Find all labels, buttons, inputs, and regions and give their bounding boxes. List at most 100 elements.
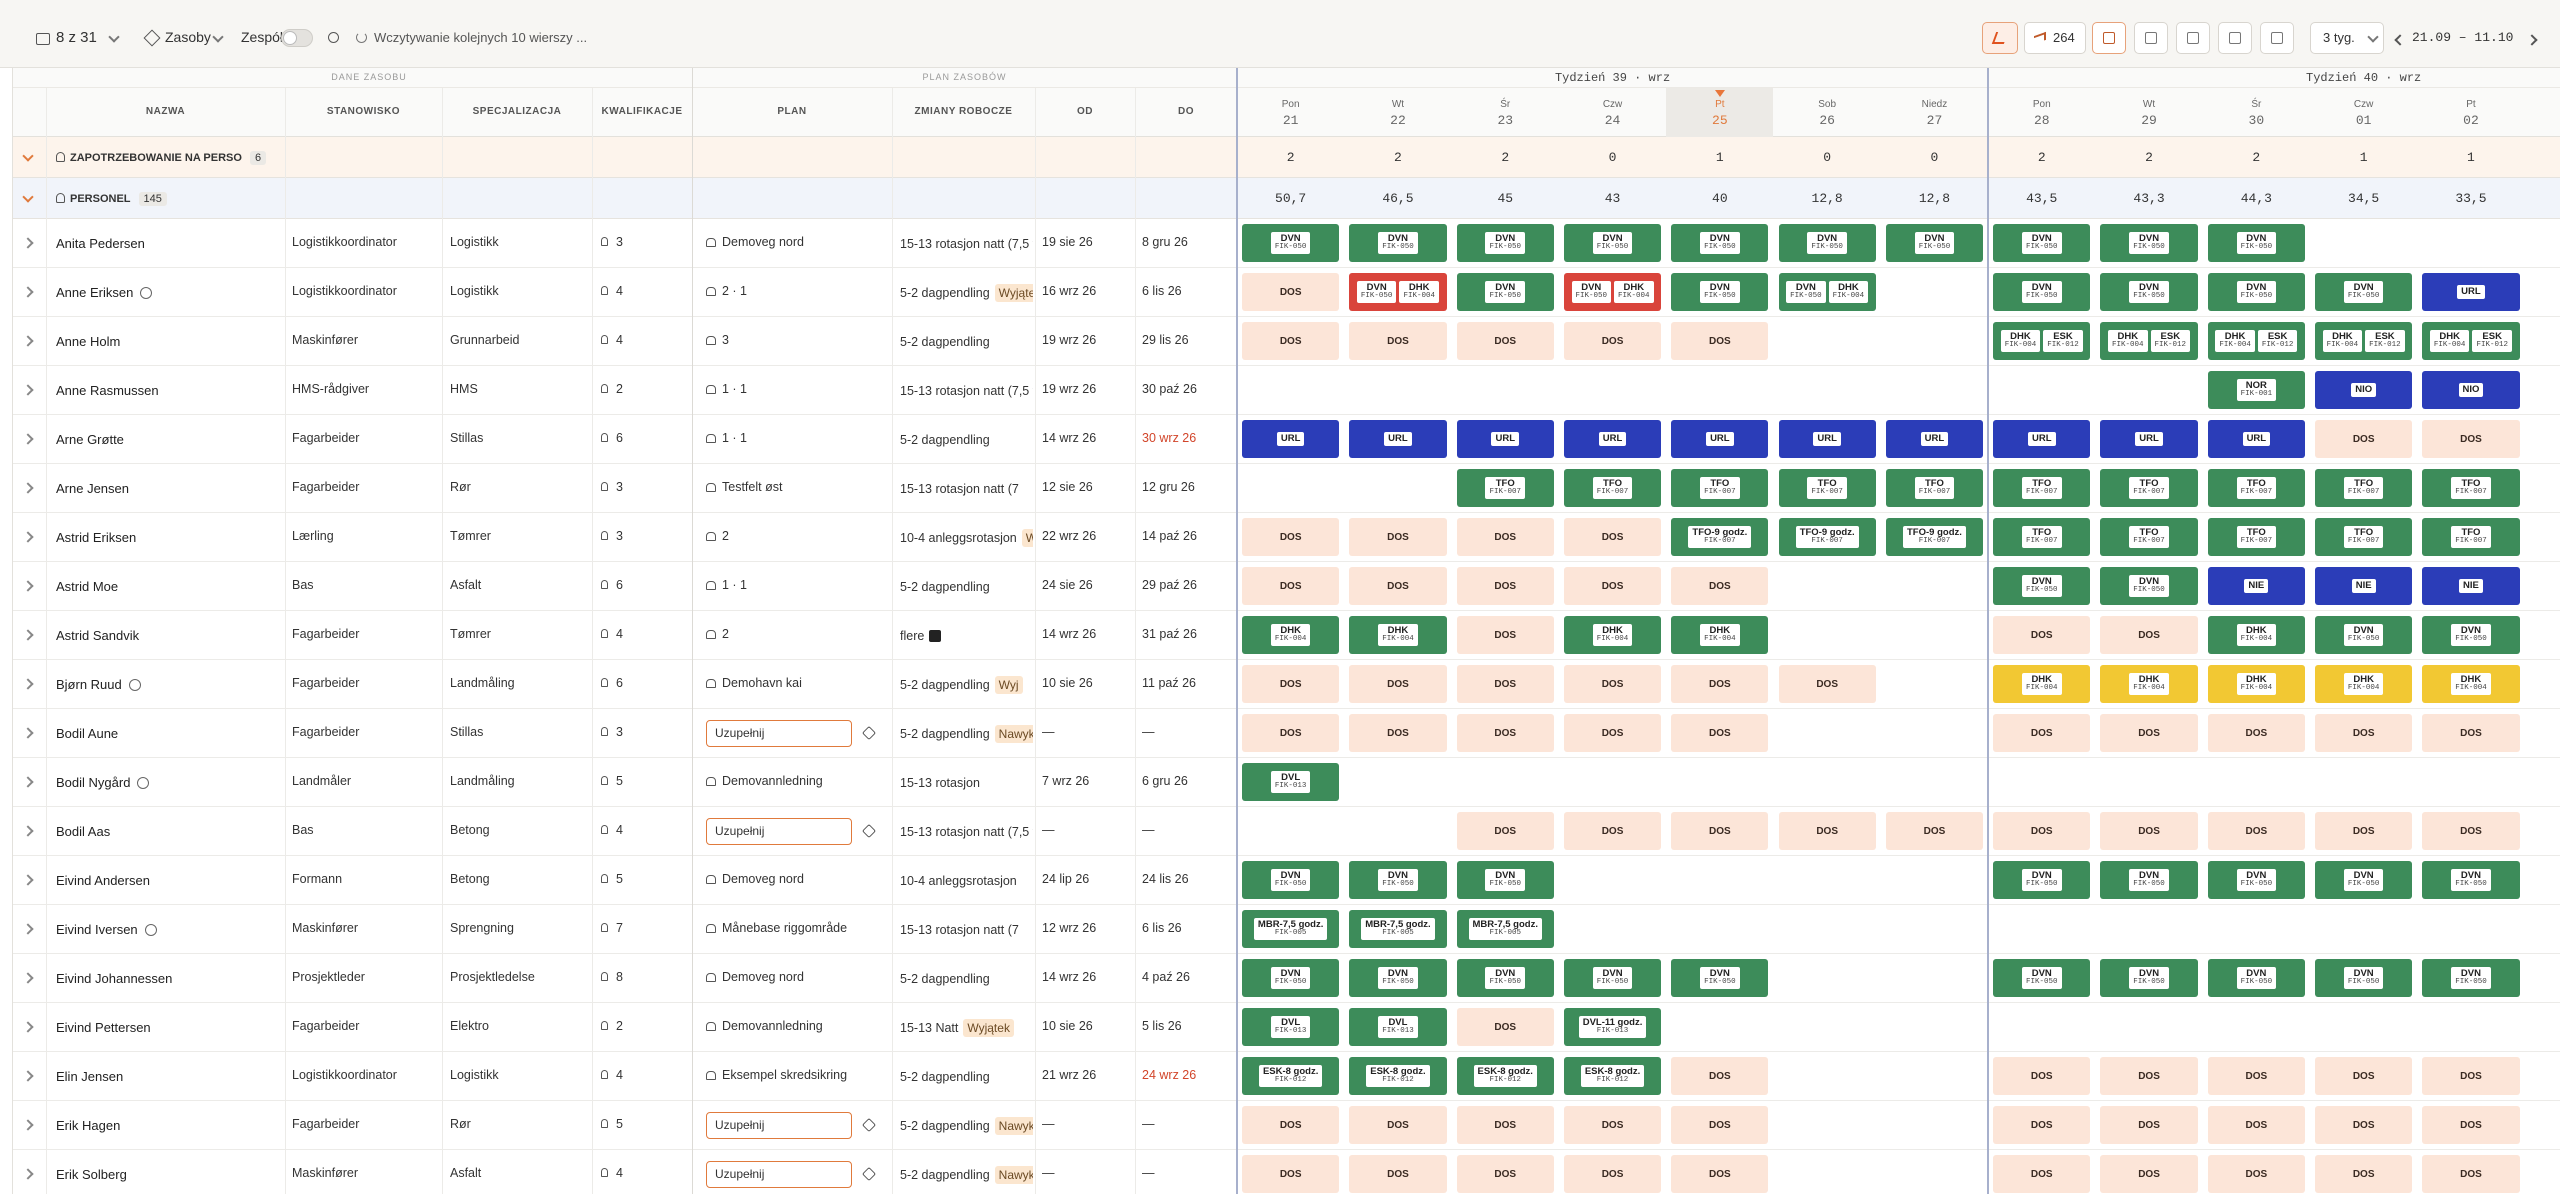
day-chip[interactable]: DOS xyxy=(1993,812,2091,850)
page-indicator[interactable]: 8 z 31 xyxy=(56,29,97,46)
person-name[interactable]: Arne Grøtte xyxy=(56,432,124,447)
person-name[interactable]: Anne Holm xyxy=(56,334,121,349)
day-chip[interactable]: DVN FIK-050 xyxy=(1242,224,1340,262)
day-chip[interactable]: DVN FIK-050 xyxy=(1885,224,1984,262)
day-chip[interactable]: NIO xyxy=(2315,371,2413,409)
day-chip[interactable]: DHK FIK-004 ESK FIK-012 xyxy=(1993,322,2091,360)
expand-button[interactable] xyxy=(20,478,40,498)
day-chip[interactable]: DVN FIK-050 xyxy=(2100,567,2198,605)
day-chip[interactable]: DOS xyxy=(1456,1106,1554,1144)
day-chip[interactable]: DOS xyxy=(1778,812,1876,850)
day-chip[interactable]: DHK FIK-004 xyxy=(2315,665,2413,703)
day-chip[interactable]: DOS xyxy=(1456,665,1554,703)
save-button[interactable] xyxy=(2134,22,2168,54)
day-chip[interactable]: DOS xyxy=(1242,567,1340,605)
day-chip[interactable]: DOS xyxy=(2315,420,2413,458)
fill-button[interactable]: Uzupełnij xyxy=(706,818,852,845)
expand-button[interactable] xyxy=(20,331,40,351)
person-name[interactable]: Eivind Iversen xyxy=(56,922,138,937)
person-name[interactable]: Bodil Aas xyxy=(56,824,111,839)
day-chip[interactable]: DOS xyxy=(1349,567,1447,605)
day-chip[interactable]: DOS xyxy=(2422,1155,2520,1193)
bookmark-button[interactable] xyxy=(2092,22,2126,54)
day-chip[interactable]: ESK-8 godz. FIK-012 xyxy=(1349,1057,1447,1095)
day-chip[interactable]: DHK FIK-004 ESK FIK-012 xyxy=(2422,322,2520,360)
day-chip[interactable]: DVN FIK-050 xyxy=(1671,224,1769,262)
day-chip[interactable]: DVL FIK-013 xyxy=(1349,1008,1447,1046)
person-name[interactable]: Erik Solberg xyxy=(56,1167,127,1182)
day-chip[interactable]: DVN FIK-050 DHK FIK-004 xyxy=(1563,273,1662,311)
day-chip[interactable]: DOS xyxy=(1349,714,1447,752)
day-chip[interactable]: DOS xyxy=(1242,518,1340,556)
expand-button[interactable] xyxy=(20,429,40,449)
day-chip[interactable]: URL xyxy=(1456,420,1554,458)
person-name[interactable]: Eivind Pettersen xyxy=(56,1020,151,1035)
day-chip[interactable]: DOS xyxy=(1349,665,1447,703)
day-chip[interactable]: DOS xyxy=(1563,567,1662,605)
day-chip[interactable]: DHK FIK-004 xyxy=(2207,616,2305,654)
day-chip[interactable]: DVN FIK-050 xyxy=(2207,273,2305,311)
person-name[interactable]: Astrid Moe xyxy=(56,579,119,594)
day-chip[interactable]: DVN FIK-050 xyxy=(1242,959,1340,997)
expand-button[interactable] xyxy=(20,919,40,939)
day-chip[interactable]: DHK FIK-004 xyxy=(1563,616,1662,654)
day-chip[interactable]: DVN FIK-050 xyxy=(1993,224,2091,262)
day-chip[interactable]: DOS xyxy=(1563,665,1662,703)
alerts-button[interactable]: 264 xyxy=(2024,22,2086,54)
day-chip[interactable]: DVN FIK-050 xyxy=(1993,273,2091,311)
day-chip[interactable]: TFO FIK-007 xyxy=(2100,518,2198,556)
day-chip[interactable]: TFO-9 godz. FIK-007 xyxy=(1778,518,1876,556)
day-chip[interactable]: DVN FIK-050 DHK FIK-004 xyxy=(1778,273,1876,311)
day-chip[interactable]: DVN FIK-050 xyxy=(2100,959,2198,997)
day-chip[interactable]: DVN FIK-050 xyxy=(1349,959,1447,997)
day-chip[interactable]: DOS xyxy=(2100,1155,2198,1193)
day-chip[interactable]: DHK FIK-004 ESK FIK-012 xyxy=(2207,322,2305,360)
column-header[interactable]: STANOWISKO xyxy=(326,106,401,117)
day-chip[interactable]: TFO FIK-007 xyxy=(2315,518,2413,556)
day-chip[interactable]: ESK-8 godz. FIK-012 xyxy=(1456,1057,1554,1095)
day-chip[interactable]: DOS xyxy=(1242,714,1340,752)
day-chip[interactable]: TFO FIK-007 xyxy=(2207,469,2305,507)
day-chip[interactable]: DVN FIK-050 xyxy=(2315,959,2413,997)
expand-button[interactable] xyxy=(20,527,40,547)
expand-button[interactable] xyxy=(20,576,40,596)
day-chip[interactable]: DOS xyxy=(1563,322,1662,360)
day-chip[interactable]: TFO FIK-007 xyxy=(2315,469,2413,507)
day-chip[interactable]: DVN FIK-050 xyxy=(2315,861,2413,899)
person-name[interactable]: Eivind Johannessen xyxy=(56,971,173,986)
day-chip[interactable]: TFO FIK-007 xyxy=(1456,469,1554,507)
day-chip[interactable]: URL xyxy=(2100,420,2198,458)
expand-button[interactable] xyxy=(20,282,40,302)
day-chip[interactable]: NIE xyxy=(2207,567,2305,605)
person-name[interactable]: Eivind Andersen xyxy=(56,873,150,888)
day-chip[interactable]: DVN FIK-050 xyxy=(2100,861,2198,899)
day-chip[interactable]: DHK FIK-004 xyxy=(1671,616,1769,654)
day-chip[interactable]: DOS xyxy=(2100,1057,2198,1095)
expand-button[interactable] xyxy=(20,723,40,743)
book-button[interactable] xyxy=(2176,22,2210,54)
day-chip[interactable]: DOS xyxy=(2207,714,2305,752)
day-chip[interactable]: DVN FIK-050 xyxy=(1993,959,2091,997)
day-chip[interactable]: TFO FIK-007 xyxy=(1993,518,2091,556)
column-header[interactable]: NAZWA xyxy=(145,106,186,117)
day-chip[interactable]: DOS xyxy=(1778,665,1876,703)
day-chip[interactable]: URL xyxy=(1885,420,1984,458)
day-chip[interactable]: DOS xyxy=(1349,1106,1447,1144)
day-chip[interactable]: DVN FIK-050 xyxy=(2315,273,2413,311)
day-chip[interactable]: MBR-7,5 godz. FIK-005 xyxy=(1242,910,1340,948)
day-chip[interactable]: URL xyxy=(1993,420,2091,458)
day-chip[interactable]: NIO xyxy=(2422,371,2520,409)
day-chip[interactable]: DVN FIK-050 xyxy=(1671,273,1769,311)
day-chip[interactable]: DHK FIK-004 ESK FIK-012 xyxy=(2315,322,2413,360)
day-chip[interactable]: DOS xyxy=(2207,1155,2305,1193)
day-chip[interactable]: DVN FIK-050 xyxy=(2100,224,2198,262)
person-name[interactable]: Anne Eriksen xyxy=(56,285,134,300)
day-chip[interactable]: URL xyxy=(1671,420,1769,458)
day-chip[interactable]: DOS xyxy=(2315,1106,2413,1144)
day-chip[interactable]: URL xyxy=(1349,420,1447,458)
day-chip[interactable]: DOS xyxy=(1671,1155,1769,1193)
day-chip[interactable]: ESK-8 godz. FIK-012 xyxy=(1242,1057,1340,1095)
day-chip[interactable]: DVN FIK-050 xyxy=(1456,224,1554,262)
day-chip[interactable]: DVN FIK-050 xyxy=(1671,959,1769,997)
day-chip[interactable]: DOS xyxy=(1456,567,1554,605)
